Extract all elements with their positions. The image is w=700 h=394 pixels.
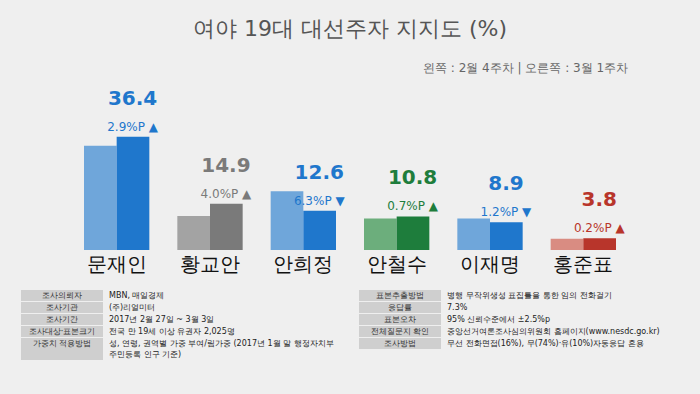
html-text:7.3%: 7.3% (447, 303, 468, 312)
html-text:(주)리얼미터: (주)리얼미터 (109, 303, 156, 312)
svg-text:여야 19대 대선주자 지지도 (%): 여야 19대 대선주자 지지도 (%) (193, 16, 507, 41)
svg-text:8.91.2%P ▼: 8.91.2%P ▼ (481, 171, 533, 219)
html-text:MBN, 매일경제: MBN, 매일경제 (109, 291, 165, 300)
svg-text:36.42.9%P ▲: 36.42.9%P ▲ (107, 86, 159, 134)
html-text:병행 무작위생성 표집틀을 통한 임의 전화걸기: 병행 무작위생성 표집틀을 통한 임의 전화걸기 (447, 291, 612, 300)
html-text:전체질문지 확인: 전체질문지 확인 (370, 327, 430, 336)
html-text:성, 연령, 권역별 가중 부여/림가중 (2017년 1월: 성, 연령, 권역별 가중 부여/림가중 (2017년 1월 말 행정자치부 주… (109, 339, 334, 359)
svg-text:안희정: 안희정 (273, 252, 333, 276)
svg-text:10.80.7%P ▲: 10.80.7%P ▲ (387, 165, 439, 213)
svg-text:안철수: 안철수 (367, 252, 427, 276)
html-text:조사기간: 조사기간 (46, 315, 78, 324)
html-text:가중치 적용방법: 가중치 적용방법 (32, 339, 92, 348)
svg-text:12.66.3%P ▼: 12.66.3%P ▼ (294, 160, 346, 208)
html-text:조사의뢰자: 조사의뢰자 (42, 291, 82, 300)
html-text:중앙선거여론조사심의위원회 홈페이지(www.nesdc.g: 중앙선거여론조사심의위원회 홈페이지(www.nesdc.go.kr) (447, 327, 660, 336)
svg-text:3.80.2%P ▲: 3.80.2%P ▲ (574, 187, 626, 235)
svg-text:왼쪽 : 2월 4주차 | 오른쪽 : 3월 1주차: 왼쪽 : 2월 4주차 | 오른쪽 : 3월 1주차 (423, 61, 628, 75)
html-text:응답률: 응답률 (388, 303, 412, 312)
html-text:조사방법: 조사방법 (384, 339, 416, 348)
svg-text:황교안: 황교안 (180, 252, 240, 276)
html-text:95% 신뢰수준에서 ±2.5%p: 95% 신뢰수준에서 ±2.5%p (447, 315, 550, 324)
html-text:표본오차: 표본오차 (384, 315, 416, 324)
html-text:조사기관: 조사기관 (46, 303, 78, 312)
svg-text:홍준표: 홍준표 (553, 252, 613, 276)
svg-text:이재명: 이재명 (460, 252, 520, 276)
html-text:전국 만 19세 이상 유권자 2,025명: 전국 만 19세 이상 유권자 2,025명 (109, 327, 235, 336)
html-text:무선 전화면접(16%), 무(74%)·유(10%)자동응: 무선 전화면접(16%), 무(74%)·유(10%)자동응답 혼용 (447, 339, 644, 348)
html-text:2017년 2월 27일 ~ 3월 3일: 2017년 2월 27일 ~ 3월 3일 (109, 315, 215, 324)
svg-text:문재인: 문재인 (87, 252, 147, 276)
svg-text:14.94.0%P ▲: 14.94.0%P ▲ (201, 153, 253, 201)
html-text:조사대상·표본크기: 조사대상·표본크기 (28, 327, 96, 336)
html-text:표본추출방법: 표본추출방법 (376, 291, 424, 300)
